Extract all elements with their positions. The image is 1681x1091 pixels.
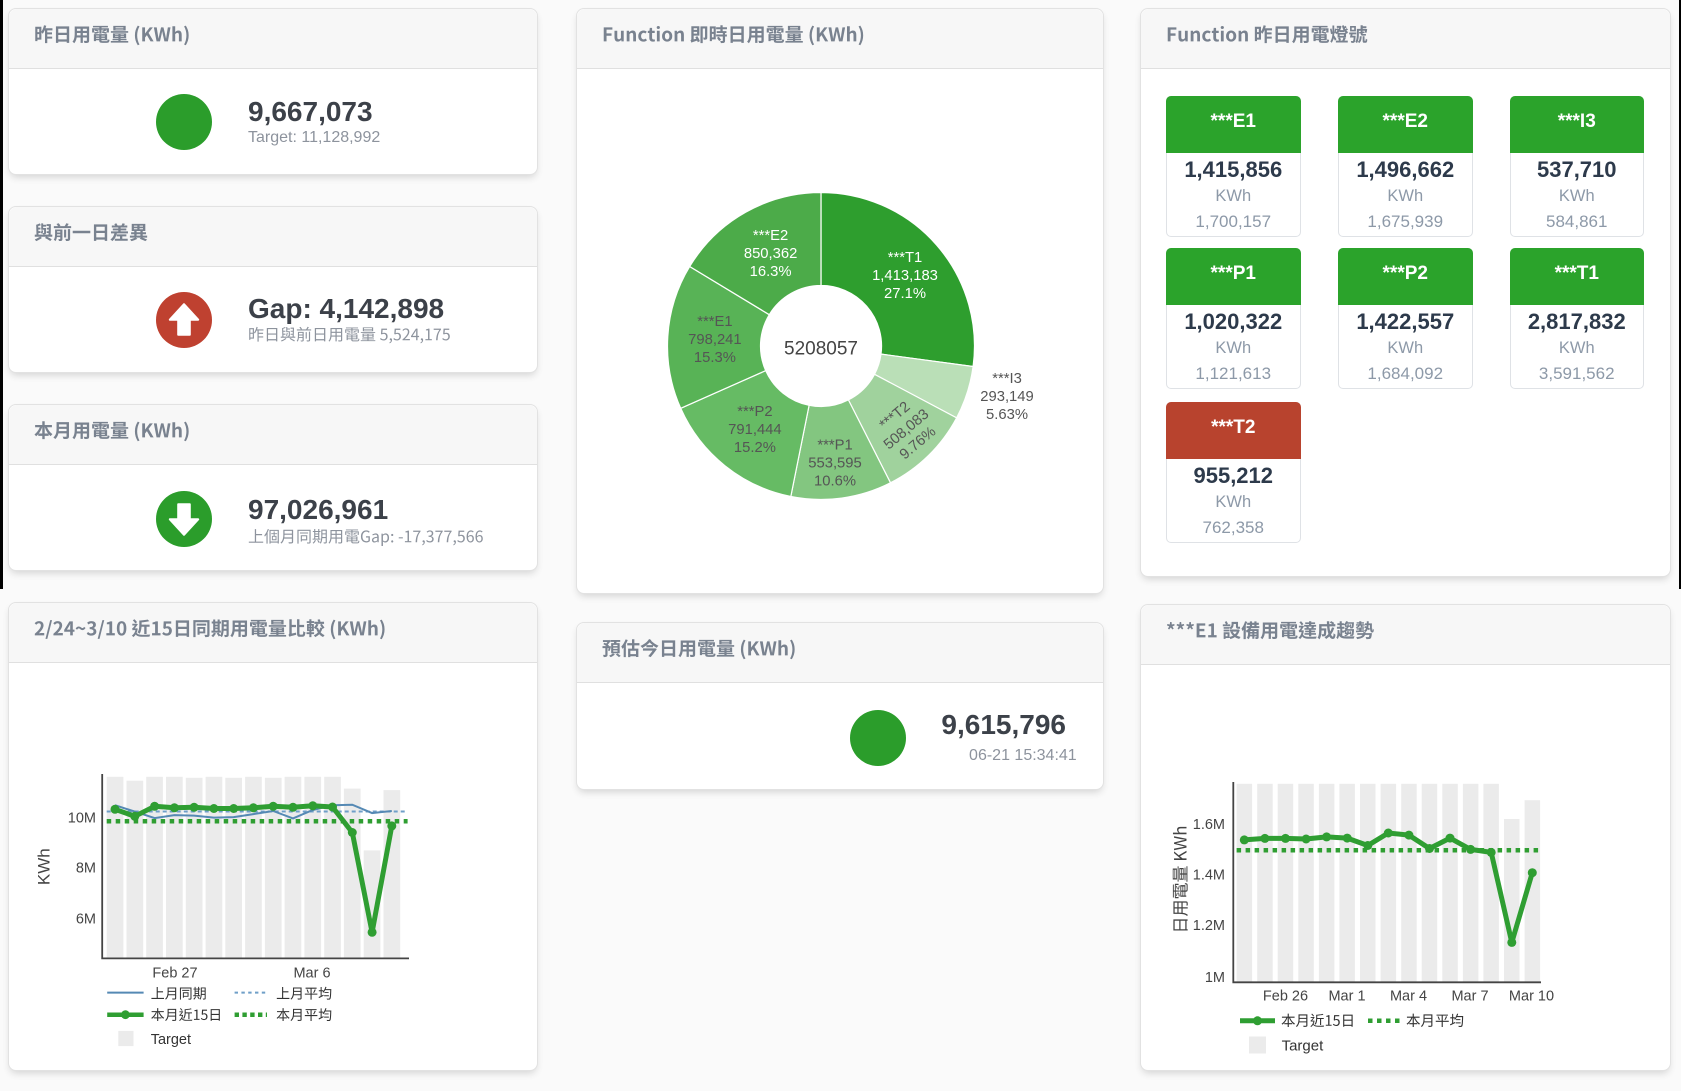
- svg-text:Mar 1: Mar 1: [1328, 989, 1365, 1005]
- svg-text:Mar 10: Mar 10: [1509, 989, 1554, 1005]
- svg-text:1.6M: 1.6M: [1193, 817, 1225, 833]
- svg-text:Feb 27: Feb 27: [152, 966, 197, 982]
- svg-text:5208057: 5208057: [784, 339, 858, 360]
- svg-text:1.4M: 1.4M: [1193, 868, 1225, 884]
- svg-text:1.2M: 1.2M: [1193, 918, 1225, 934]
- svg-text:8M: 8M: [76, 861, 96, 877]
- svg-text:Mar 4: Mar 4: [1390, 989, 1427, 1005]
- svg-text:Target: Target: [151, 1032, 191, 1048]
- svg-text:Mar 6: Mar 6: [293, 966, 330, 982]
- svg-text:Feb 26: Feb 26: [1263, 989, 1308, 1005]
- svg-text:1M: 1M: [1205, 970, 1225, 986]
- svg-text:Target: Target: [1282, 1038, 1325, 1055]
- svg-text:Mar 7: Mar 7: [1451, 989, 1488, 1005]
- svg-text:6M: 6M: [76, 911, 96, 927]
- svg-text:10M: 10M: [68, 811, 96, 827]
- svg-text:KWh: KWh: [35, 848, 54, 885]
